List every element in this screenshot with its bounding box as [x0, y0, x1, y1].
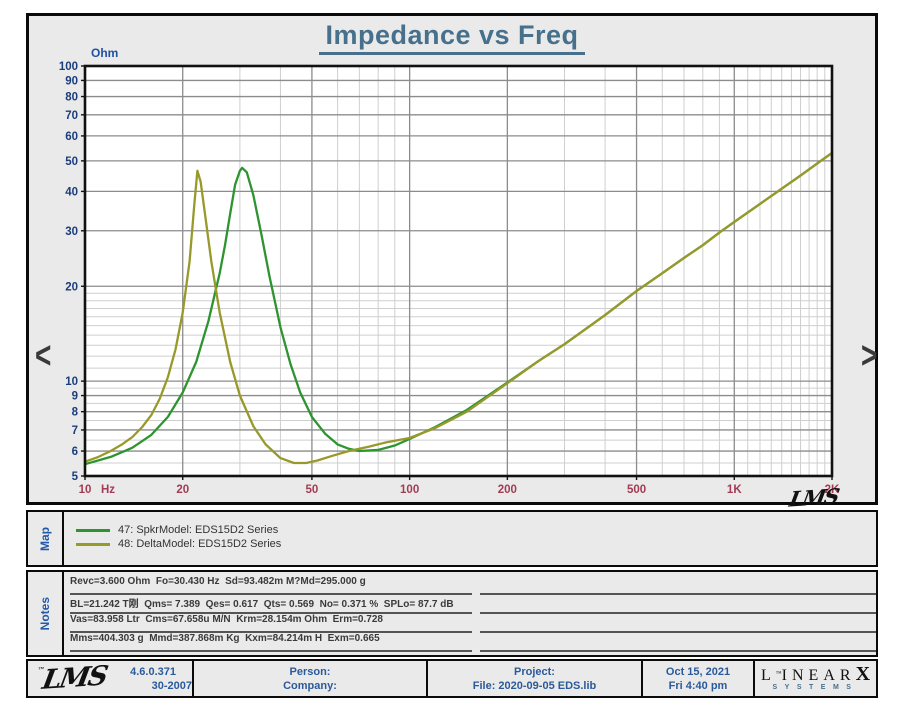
- y-tick-label: 40: [65, 186, 78, 198]
- time-text: Fri 4:40 pm: [668, 679, 728, 692]
- note-blank-line: [480, 614, 876, 633]
- file-label: File: 2020-09-05 EDS.lib: [472, 679, 597, 692]
- x-tick-label: 20: [176, 484, 189, 496]
- plot-area: 10 20 50 100 200 500 1K 2K Hz 5 6 7 8 9 10 20 30 40 50 60 70…: [33, 60, 840, 512]
- y-tick-label: 60: [65, 131, 78, 143]
- y-tick-label: 6: [72, 446, 78, 458]
- curve-48: [83, 151, 834, 465]
- y-tick-label: 70: [65, 110, 78, 122]
- linearx-systems: SYSTEMS: [772, 683, 859, 691]
- legend-swatch-green: [76, 528, 110, 532]
- notes-label-cell: Notes: [28, 572, 64, 655]
- map-panel: Map 47: SpkrModel: EDS15D2 Series 48: De…: [26, 510, 878, 567]
- lms-logo: ™LMS: [36, 660, 109, 696]
- person-label: Person:: [289, 665, 331, 678]
- linearx-x: X: [855, 662, 871, 685]
- x-tick-label: 500: [627, 484, 646, 496]
- x-tick-label: 10: [79, 484, 92, 496]
- note-line-1: Revc=3.600 Ohm Fo=30.430 Hz Sd=93.482m M…: [70, 576, 472, 595]
- notes-panel: Notes Revc=3.600 Ohm Fo=30.430 Hz Sd=93.…: [26, 570, 878, 657]
- x-tick-label: 2K: [825, 484, 839, 496]
- legend-item-47: 47: SpkrModel: EDS15D2 Series: [76, 523, 278, 537]
- chart-title: Impedance vs Freq: [319, 20, 585, 55]
- footer-person-cell: Person: Company:: [194, 661, 428, 696]
- prev-page-arrow[interactable]: <: [35, 334, 52, 377]
- plot-background: [85, 66, 832, 476]
- date-text: Oct 15, 2021: [665, 665, 731, 678]
- legend-swatch-olive: [76, 542, 110, 546]
- y-tick-label: 80: [65, 92, 78, 104]
- y-tick-label: 30: [65, 226, 78, 238]
- next-page-arrow[interactable]: >: [861, 334, 878, 377]
- chart-panel: Impedance vs Freq Ohm 10 20 50 100 200 500 1K 2…: [26, 13, 878, 512]
- x-tick-label: 200: [498, 484, 517, 496]
- legend-label: 48: DeltaModel: EDS15D2 Series: [118, 538, 282, 550]
- footer-version: 4.6.0.371 30-2007: [119, 665, 192, 693]
- map-label: Map: [38, 526, 52, 551]
- x-tick-label: 1K: [727, 484, 742, 496]
- y-tick-label: 20: [65, 281, 78, 293]
- company-label: Company:: [283, 679, 337, 692]
- notes-label: Notes: [38, 596, 52, 631]
- legend-label: 47: SpkrModel: EDS15D2 Series: [118, 524, 279, 536]
- y-tick-label: 5: [72, 471, 79, 483]
- impedance-plot: 10 20 50 100 200 500 1K 2K Hz 5 6 7 8 9 10 20 30 40 50 60 70…: [59, 61, 839, 496]
- y-tick-label: 50: [65, 156, 78, 168]
- y-tick-label: 90: [65, 75, 78, 87]
- footer-lms-cell: ™LMS 4.6.0.371 30-2007: [28, 661, 194, 696]
- note-line-2: BL=21.242 T刚 Qms= 7.389 Qes= 0.617 Qts= …: [70, 595, 472, 614]
- chart-title-wrap: Impedance vs Freq: [29, 20, 875, 55]
- project-label: Project:: [514, 665, 555, 678]
- x-tick-label: 50: [306, 484, 319, 496]
- plot-frame: [83, 64, 834, 478]
- map-label-cell: Map: [28, 512, 64, 565]
- y-tick-label: 7: [72, 425, 78, 437]
- x-axis-unit: Hz: [101, 484, 115, 496]
- build-number: 30-2007: [151, 679, 192, 692]
- footer-date-cell: Oct 15, 2021 Fri 4:40 pm: [643, 661, 755, 696]
- note-blank-line: [480, 576, 876, 595]
- note-line-4: Mms=404.303 g Mmd=387.868m Kg Kxm=84.214…: [70, 633, 472, 652]
- legend-item-48: 48: DeltaModel: EDS15D2 Series: [76, 537, 281, 551]
- linearx-logo: L™INEARX SYSTEMS: [755, 661, 876, 696]
- version-number: 4.6.0.371: [130, 665, 176, 678]
- x-tick-label: 100: [400, 484, 419, 496]
- y-axis-unit-label: Ohm: [91, 46, 119, 60]
- footer-project-cell: Project: File: 2020-09-05 EDS.lib: [428, 661, 643, 696]
- linearx-wordmark: L™INEARX: [760, 662, 871, 685]
- lms-watermark: LMS: [787, 483, 840, 512]
- y-tick-label: 9: [72, 391, 78, 403]
- y-tick-label: 100: [59, 61, 78, 73]
- note-blank-line: [480, 595, 876, 614]
- y-tick-label: 10: [65, 376, 78, 388]
- footer-bar: ™LMS 4.6.0.371 30-2007 Person: Company: …: [26, 659, 878, 698]
- note-blank-line: [480, 633, 876, 652]
- y-tick-label: 8: [72, 407, 79, 419]
- note-line-3: Vas=83.958 Ltr Cms=67.658u M/N Krm=28.15…: [70, 614, 472, 633]
